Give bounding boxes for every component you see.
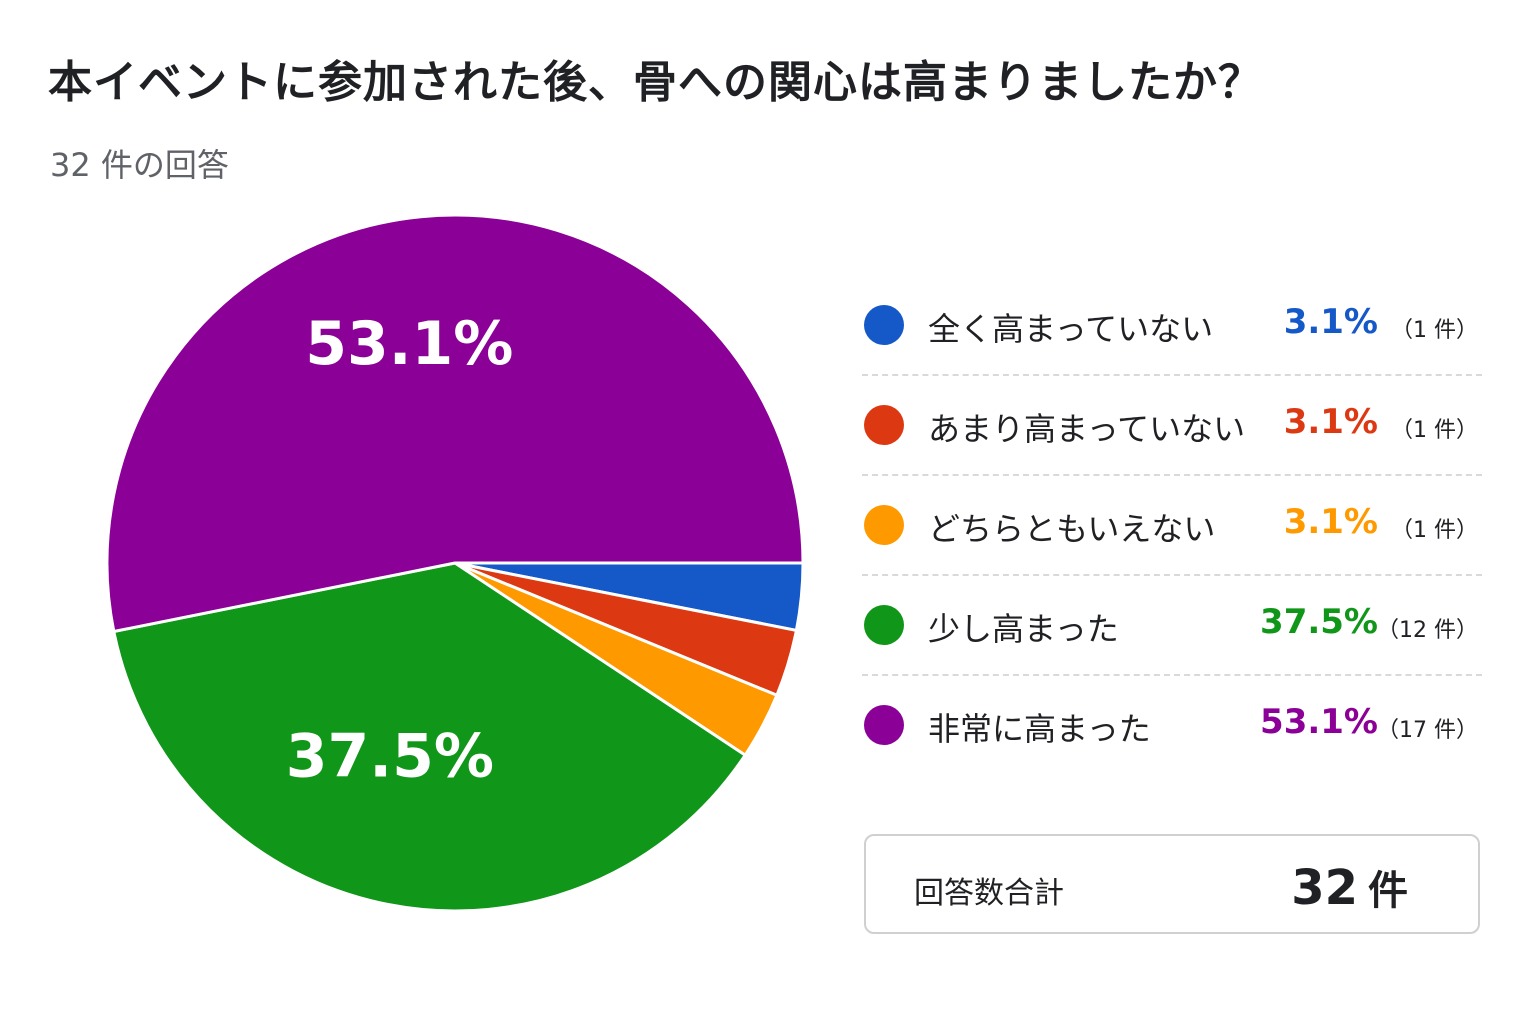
legend-label: 全く高まっていない bbox=[928, 310, 1214, 348]
legend-item: 少し高まった 37.5% （12 件） bbox=[862, 576, 1482, 676]
pie-slice bbox=[105, 213, 805, 634]
legend-count: （1 件） bbox=[1391, 318, 1478, 343]
legend-item: どちらともいえない 3.1% （1 件） bbox=[862, 476, 1482, 576]
legend-percent: 3.1% bbox=[1283, 302, 1378, 342]
legend-swatch bbox=[864, 405, 904, 445]
legend-percent: 3.1% bbox=[1283, 502, 1378, 542]
total-value: 32 件 bbox=[1291, 858, 1408, 916]
total-label: 回答数合計 bbox=[914, 876, 1064, 911]
slice-label: 37.5% bbox=[286, 722, 494, 792]
chart-title: 本イベントに参加された後、骨への関心は高まりましたか？ bbox=[48, 57, 1263, 108]
legend-count: （12 件） bbox=[1377, 618, 1478, 643]
slice-label: 53.1% bbox=[305, 309, 513, 379]
legend-item: 非常に高まった 53.1% （17 件） bbox=[862, 676, 1482, 776]
legend-swatch bbox=[864, 305, 904, 345]
legend-swatch bbox=[864, 605, 904, 645]
total-responses-box: 回答数合計 32 件 bbox=[864, 834, 1480, 934]
legend-percent: 3.1% bbox=[1283, 402, 1378, 442]
response-count: 32 件の回答 bbox=[50, 146, 229, 184]
legend-percent: 53.1% bbox=[1260, 702, 1378, 742]
legend: 全く高まっていない 3.1% （1 件） あまり高まっていない 3.1% （1 … bbox=[862, 276, 1482, 776]
legend-swatch bbox=[864, 705, 904, 745]
total-number: 32 bbox=[1291, 860, 1358, 916]
legend-label: 非常に高まった bbox=[928, 710, 1151, 748]
legend-label: あまり高まっていない bbox=[928, 410, 1246, 448]
legend-item: 全く高まっていない 3.1% （1 件） bbox=[862, 276, 1482, 376]
legend-item: あまり高まっていない 3.1% （1 件） bbox=[862, 376, 1482, 476]
legend-count: （17 件） bbox=[1377, 718, 1478, 743]
legend-swatch bbox=[864, 505, 904, 545]
pie-slice bbox=[112, 561, 748, 913]
total-unit: 件 bbox=[1368, 868, 1408, 914]
legend-count: （1 件） bbox=[1391, 518, 1478, 543]
legend-count: （1 件） bbox=[1391, 418, 1478, 443]
pie-chart: 37.5% 53.1% bbox=[105, 213, 805, 913]
legend-percent: 37.5% bbox=[1260, 602, 1378, 642]
legend-label: 少し高まった bbox=[928, 610, 1119, 648]
legend-label: どちらともいえない bbox=[928, 510, 1216, 548]
